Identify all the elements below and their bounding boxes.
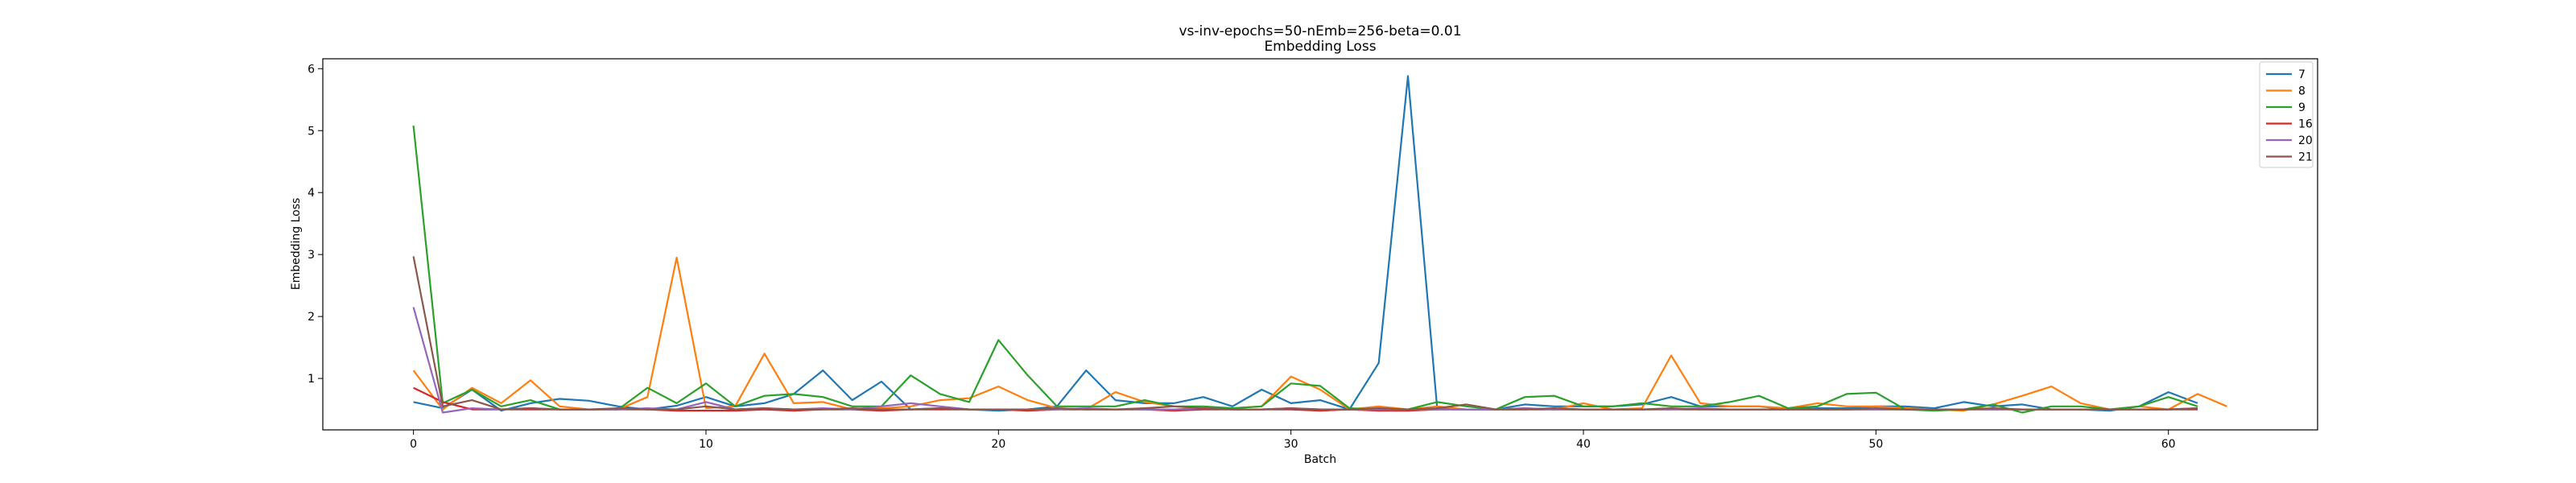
legend-label-16: 16 xyxy=(2298,118,2313,131)
plot-area: 0 10 20 30 40 50 60 1 2 3 4 5 6 xyxy=(308,58,2318,451)
series-line-21 xyxy=(412,256,2198,411)
y-tick-label: 2 xyxy=(308,311,315,324)
x-tick-label: 50 xyxy=(1868,438,1883,451)
legend-items: 7 8 9 16 20 21 xyxy=(2266,68,2313,164)
x-tick-label: 10 xyxy=(699,438,713,451)
y-tick-label: 4 xyxy=(308,187,315,200)
chart-subtitle: Embedding Loss xyxy=(1264,39,1376,55)
legend-label-20: 20 xyxy=(2298,134,2313,147)
legend-label-7: 7 xyxy=(2298,68,2306,81)
x-tick-label: 60 xyxy=(2161,438,2176,451)
y-tick-label: 1 xyxy=(308,373,315,386)
x-tick-label: 40 xyxy=(1576,438,1591,451)
legend-label-21: 21 xyxy=(2298,151,2313,164)
y-tick-label: 6 xyxy=(308,63,315,76)
legend: 7 8 9 16 20 21 xyxy=(2259,61,2314,168)
legend-box xyxy=(2259,61,2314,168)
y-axis-ticks: 1 2 3 4 5 6 xyxy=(308,63,323,386)
chart-title: vs-inv-epochs=50-nEmb=256-beta=0.01 xyxy=(1179,23,1461,39)
series-layer xyxy=(412,75,2227,414)
x-tick-label: 30 xyxy=(1284,438,1298,451)
legend-label-9: 9 xyxy=(2298,101,2306,114)
y-axis-label: Embedding Loss xyxy=(290,198,303,291)
legend-label-8: 8 xyxy=(2298,85,2306,98)
axes-frame xyxy=(322,58,2318,431)
series-line-9 xyxy=(412,125,2198,414)
x-tick-label: 0 xyxy=(410,438,417,451)
x-axis-label: Batch xyxy=(1304,453,1336,466)
x-tick-label: 20 xyxy=(991,438,1005,451)
x-axis-ticks: 0 10 20 30 40 50 60 xyxy=(410,430,2176,451)
y-tick-label: 3 xyxy=(308,249,315,262)
y-tick-label: 5 xyxy=(308,125,315,138)
